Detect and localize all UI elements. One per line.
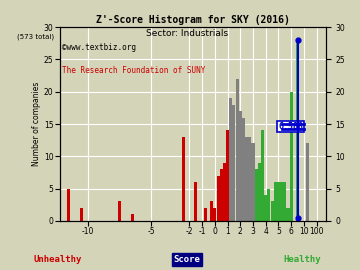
Bar bbox=[118, 201, 121, 221]
Bar bbox=[261, 130, 264, 221]
Y-axis label: Number of companies: Number of companies bbox=[32, 82, 41, 166]
Bar bbox=[239, 111, 242, 221]
Bar bbox=[306, 143, 309, 221]
Text: The Research Foundation of SUNY: The Research Foundation of SUNY bbox=[62, 66, 206, 75]
Bar bbox=[258, 163, 261, 221]
Bar bbox=[204, 208, 207, 221]
Bar bbox=[233, 105, 235, 221]
Bar bbox=[255, 169, 258, 221]
Bar bbox=[267, 188, 270, 221]
Text: (573 total): (573 total) bbox=[17, 33, 54, 39]
Bar bbox=[216, 176, 220, 221]
Text: ©www.textbiz.org: ©www.textbiz.org bbox=[62, 43, 136, 52]
Bar bbox=[248, 137, 251, 221]
Text: Sector: Industrials: Sector: Industrials bbox=[146, 29, 228, 38]
Text: Healthy: Healthy bbox=[284, 255, 321, 264]
Bar bbox=[210, 201, 213, 221]
Bar bbox=[229, 98, 232, 221]
Bar bbox=[283, 182, 286, 221]
Bar bbox=[271, 201, 274, 221]
Bar bbox=[252, 143, 255, 221]
Bar bbox=[280, 182, 283, 221]
Bar bbox=[277, 182, 280, 221]
Title: Z'-Score Histogram for SKY (2016): Z'-Score Histogram for SKY (2016) bbox=[96, 15, 289, 25]
Bar bbox=[220, 169, 223, 221]
Bar bbox=[290, 92, 293, 221]
Bar bbox=[245, 137, 248, 221]
Bar bbox=[213, 208, 216, 221]
Text: 6.588: 6.588 bbox=[278, 122, 303, 131]
Bar bbox=[235, 79, 239, 221]
Bar bbox=[67, 188, 70, 221]
Bar bbox=[226, 130, 229, 221]
Bar bbox=[274, 182, 277, 221]
Bar bbox=[223, 163, 226, 221]
Bar bbox=[264, 195, 267, 221]
Bar bbox=[80, 208, 83, 221]
Bar bbox=[194, 182, 197, 221]
Bar bbox=[181, 137, 185, 221]
Text: Score: Score bbox=[174, 255, 201, 264]
Bar bbox=[242, 117, 245, 221]
Bar bbox=[131, 214, 134, 221]
Bar bbox=[287, 208, 289, 221]
Text: Unhealthy: Unhealthy bbox=[33, 255, 82, 264]
Bar bbox=[296, 40, 299, 221]
